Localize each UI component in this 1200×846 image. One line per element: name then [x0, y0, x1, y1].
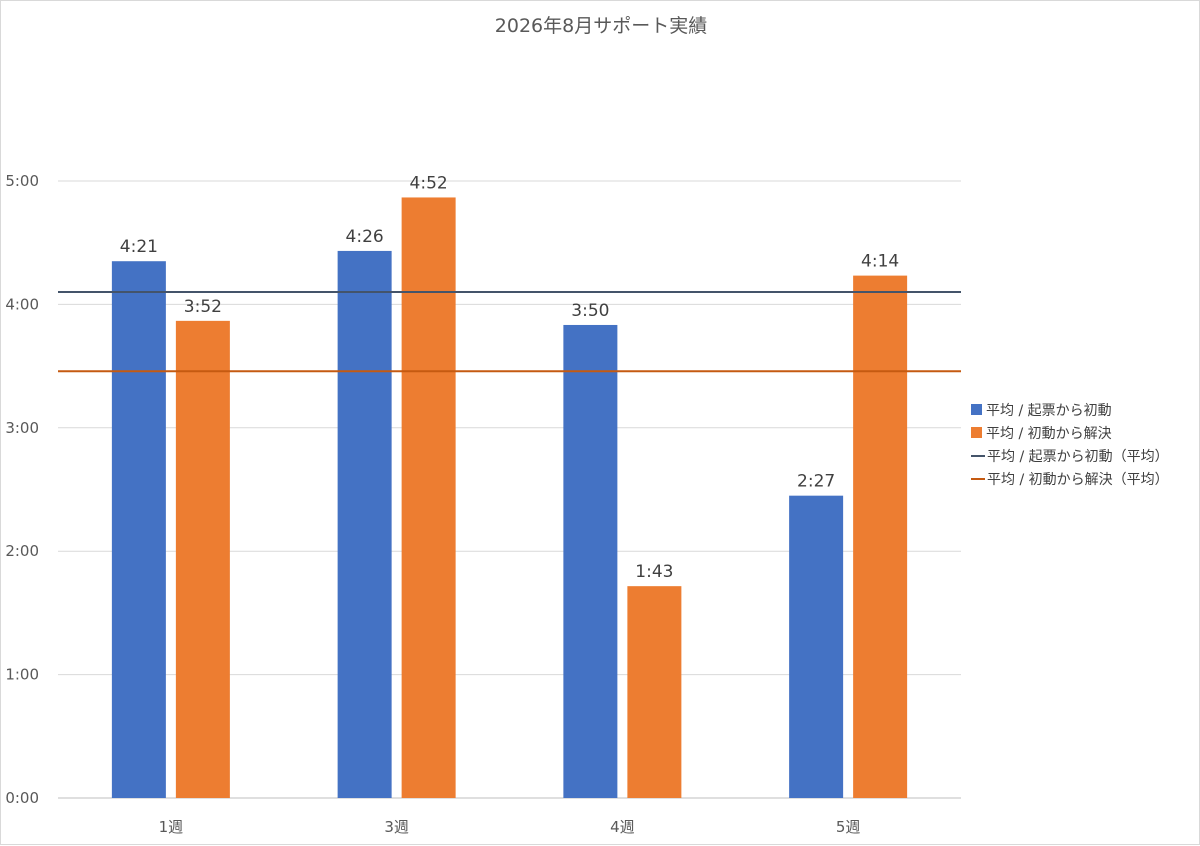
x-tick-label: 3週 [384, 818, 409, 836]
legend-item: 平均 / 初動から解決 [971, 421, 1169, 444]
data-label: 3:50 [571, 301, 609, 321]
y-tick-label: 1:00 [5, 666, 39, 684]
y-axis-tick-labels: 0:00 1:00 2:00 3:00 4:00 5:00 [5, 172, 39, 807]
y-tick-label: 0:00 [5, 789, 39, 807]
legend-item: 平均 / 起票から初動（平均） [971, 444, 1169, 467]
bar-initial-response [111, 261, 166, 799]
legend-swatch [971, 427, 982, 438]
y-tick-label: 3:00 [5, 419, 39, 437]
legend-label: 平均 / 初動から解決（平均） [987, 471, 1169, 488]
chart-title: 2026年8月サポート実績 [494, 15, 708, 37]
legend: 平均 / 起票から初動 平均 / 初動から解決平均 / 起票から初動（平均） 平均 … [971, 398, 1169, 490]
bar-resolution [853, 275, 908, 798]
x-tick-label: 4週 [610, 818, 635, 836]
legend-label: 平均 / 初動から解決 [986, 425, 1112, 442]
legend-item: 平均 / 初動から解決（平均） [971, 467, 1169, 490]
data-label: 4:52 [410, 173, 448, 193]
legend-swatch [971, 454, 985, 457]
data-label: 3:52 [184, 297, 222, 317]
y-tick-label: 2:00 [5, 542, 39, 560]
legend-swatch [971, 404, 982, 415]
bar-resolution [627, 586, 682, 798]
data-label: 4:14 [861, 252, 899, 272]
legend-label: 平均 / 起票から初動（平均） [987, 448, 1169, 465]
y-tick-label: 4:00 [5, 295, 39, 313]
x-tick-label: 5週 [836, 818, 861, 836]
reference-lines [58, 291, 961, 373]
bar-initial-response [789, 495, 844, 798]
bar-resolution [175, 320, 230, 798]
data-label: 1:43 [635, 562, 673, 582]
bars [111, 197, 908, 799]
legend-swatch [971, 477, 985, 480]
bar-resolution [401, 197, 456, 798]
data-labels: 4:21 3:52 4:26 4:52 3:50 1:43 2:27 4:14 [120, 173, 899, 582]
legend-item: 平均 / 起票から初動 [971, 398, 1169, 421]
bar-initial-response [337, 250, 392, 799]
data-label: 4:26 [346, 227, 384, 247]
legend-label: 平均 / 起票から初動 [986, 402, 1112, 419]
data-label: 4:21 [120, 237, 158, 257]
x-axis-tick-labels: 1週 3週 4週 5週 [159, 818, 861, 836]
bar-initial-response [563, 324, 618, 798]
data-label: 2:27 [797, 472, 835, 492]
y-tick-label: 5:00 [5, 172, 39, 190]
x-tick-label: 1週 [159, 818, 184, 836]
